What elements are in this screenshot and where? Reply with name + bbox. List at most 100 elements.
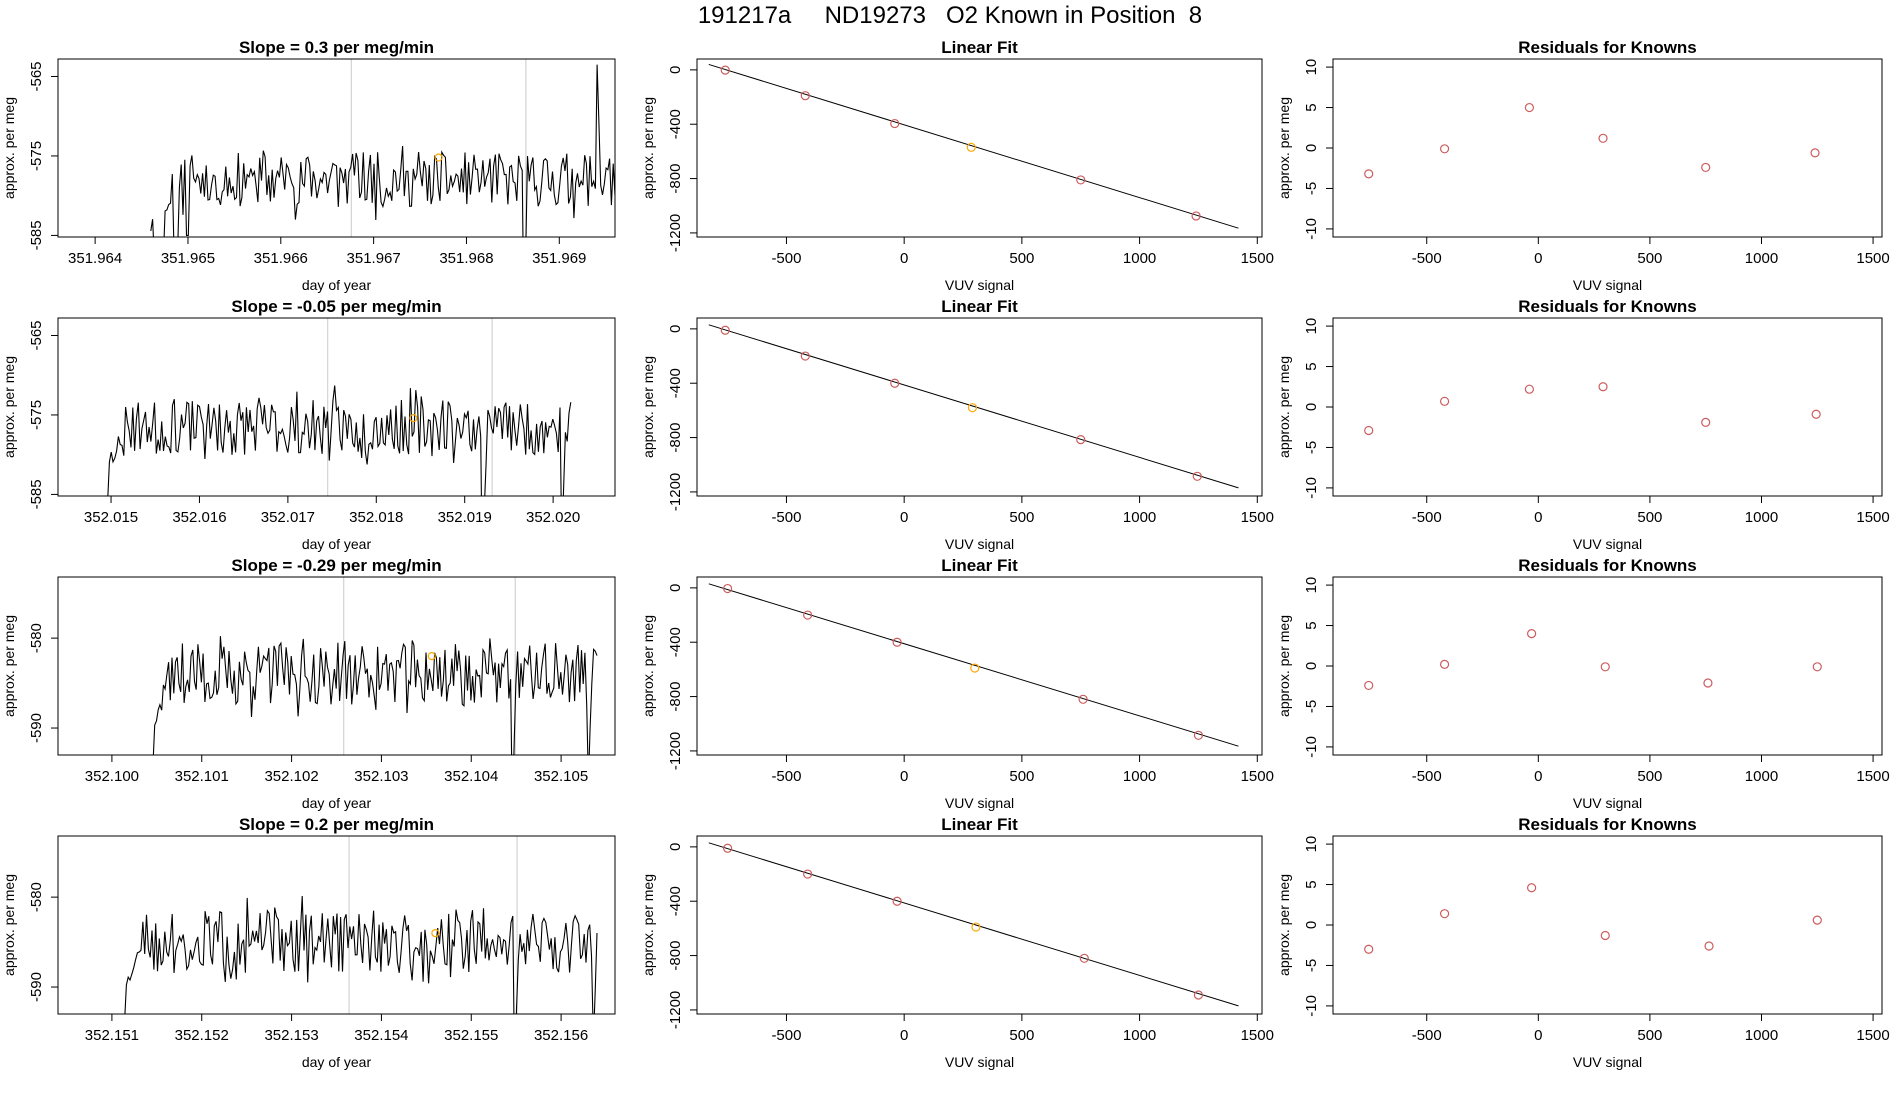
fit-line <box>708 324 1239 489</box>
x-tick-label: 0 <box>900 1027 908 1044</box>
current-sample-point <box>409 414 418 423</box>
y-tick-label: -800 <box>667 941 684 971</box>
x-tick-label: -500 <box>1412 1027 1442 1044</box>
y-tick-label: -1200 <box>667 991 684 1029</box>
x-tick-label: 352.019 <box>438 509 492 526</box>
x-tick-label: 1000 <box>1123 768 1156 785</box>
x-tick-label: 352.015 <box>84 509 138 526</box>
x-tick-label: 500 <box>1009 509 1034 526</box>
x-tick-label: 500 <box>1637 250 1662 267</box>
data-point <box>1191 211 1201 221</box>
y-axis-label: approx. per meg <box>1276 615 1292 717</box>
x-tick-label: 351.964 <box>68 250 122 267</box>
plot-area <box>1364 629 1822 691</box>
y-tick-label: -585 <box>28 220 45 250</box>
y-tick-label: -575 <box>28 400 45 430</box>
x-tick-label: 0 <box>1534 250 1542 267</box>
chart-panel-2-2: Linear Fit VUV signal approx. per meg -500 0… <box>640 297 1274 552</box>
y-tick-label: 10 <box>1303 836 1320 853</box>
x-tick-label: 500 <box>1009 1027 1034 1044</box>
x-axis-label: VUV signal <box>1573 536 1642 552</box>
y-axis-label: approx. per meg <box>1276 356 1292 458</box>
x-tick-label: 500 <box>1009 768 1034 785</box>
chart-panel-3-2: Residuals for Knowns VUV signal approx. pe… <box>1276 297 1890 552</box>
data-point <box>1701 417 1711 427</box>
data-point <box>1364 944 1374 954</box>
plot-frame <box>1332 576 1883 756</box>
y-tick-label: -1200 <box>667 214 684 252</box>
y-tick-label: 0 <box>667 843 684 851</box>
data-trace <box>124 895 598 1014</box>
y-axis-label: approx. per meg <box>1 874 17 976</box>
y-tick-label: -565 <box>28 320 45 350</box>
x-tick-label: 1500 <box>1241 250 1274 267</box>
x-tick-label: 0 <box>1534 768 1542 785</box>
chart-title: Residuals for Knowns <box>1518 815 1697 834</box>
data-point <box>800 351 810 361</box>
fit-line <box>708 583 1239 747</box>
chart-title: Slope = -0.29 per meg/min <box>231 556 441 575</box>
x-tick-label: -500 <box>771 250 801 267</box>
x-tick-label: 1000 <box>1123 250 1156 267</box>
x-axis-label: day of year <box>302 536 372 552</box>
data-point <box>723 583 733 594</box>
x-tick-label: -500 <box>1412 509 1442 526</box>
chart-title: Residuals for Knowns <box>1518 38 1697 57</box>
data-point <box>723 843 733 853</box>
y-tick-label: -5 <box>1303 700 1320 713</box>
x-axis-label: VUV signal <box>1573 277 1642 293</box>
current-sample-point <box>427 652 436 661</box>
x-tick-label: 500 <box>1637 1027 1662 1044</box>
x-tick-label: 1500 <box>1856 509 1889 526</box>
data-point <box>1812 662 1822 672</box>
current-sample-point <box>434 153 443 162</box>
x-axis-label: day of year <box>302 277 372 293</box>
y-tick-label: 0 <box>1303 662 1320 670</box>
data-point <box>1524 102 1534 113</box>
plot-area <box>1364 102 1820 179</box>
chart-title: Linear Fit <box>941 38 1018 57</box>
data-point <box>890 118 900 129</box>
x-tick-label: 0 <box>900 768 908 785</box>
plot-frame <box>1332 58 1883 238</box>
chart-title: Slope = -0.05 per meg/min <box>231 297 441 316</box>
plot-frame <box>57 576 616 756</box>
y-tick-label: -5 <box>1303 959 1320 972</box>
current-sample-point <box>966 142 976 152</box>
y-axis-label: approx. per meg <box>1 615 17 717</box>
x-tick-label: 500 <box>1009 250 1034 267</box>
x-tick-label: 352.156 <box>534 1027 588 1044</box>
fit-line <box>708 842 1239 1007</box>
data-point <box>1193 990 1204 1000</box>
x-tick-label: 351.969 <box>532 250 586 267</box>
plot-area <box>708 63 1239 229</box>
data-point <box>1364 680 1374 691</box>
x-tick-label: 1000 <box>1745 768 1778 785</box>
x-tick-label: 352.017 <box>261 509 315 526</box>
data-point <box>1439 144 1450 154</box>
x-tick-label: 1500 <box>1856 768 1889 785</box>
x-tick-label: 352.104 <box>444 768 498 785</box>
x-tick-label: 1500 <box>1856 250 1889 267</box>
plot-frame <box>57 58 616 238</box>
x-tick-label: 0 <box>900 509 908 526</box>
data-point <box>1439 659 1450 669</box>
y-tick-label: -585 <box>28 479 45 509</box>
y-tick-label: -400 <box>667 886 684 916</box>
x-tick-label: 352.154 <box>354 1027 408 1044</box>
y-tick-label: -10 <box>1303 995 1320 1017</box>
y-tick-label: -800 <box>667 423 684 453</box>
fit-line <box>708 63 1239 229</box>
chart-title: Slope = 0.2 per meg/min <box>239 815 434 834</box>
x-tick-label: 352.102 <box>264 768 318 785</box>
data-point <box>1598 133 1608 143</box>
current-sample-point <box>431 928 440 938</box>
y-axis-label: approx. per meg <box>1 356 17 458</box>
page-title: 191217a ND19273 O2 Known in Position 8 <box>697 2 1203 29</box>
data-point <box>1524 384 1534 394</box>
x-tick-label: 352.100 <box>85 768 139 785</box>
data-point <box>1703 678 1713 688</box>
y-tick-label: 0 <box>1303 403 1320 411</box>
y-axis-label: approx. per meg <box>1276 97 1292 199</box>
chart-panel-3-1: Residuals for Knowns VUV signal approx. pe… <box>1276 38 1890 293</box>
